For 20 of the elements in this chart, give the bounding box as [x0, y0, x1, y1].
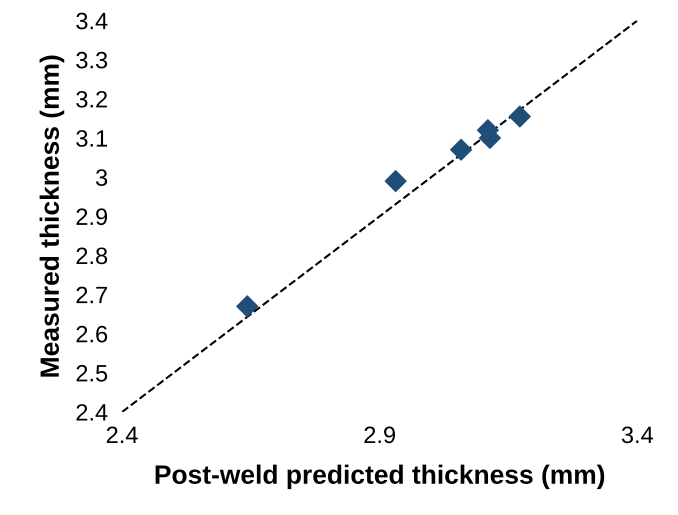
x-tick-label: 2.4 [106, 426, 138, 443]
x-tick-label: 3.4 [622, 426, 654, 444]
y-tick-label: 2.5 [76, 364, 108, 382]
point [450, 138, 472, 161]
y-tick-label: 2.6 [76, 326, 108, 343]
x-axis-title: Post-weld predicted thickness (mm) [156, 464, 604, 490]
y-axis-title: Measured thickness (mm) [40, 56, 64, 377]
y-tick-label: 3.3 [76, 52, 108, 69]
y-tick-label: 2.4 [76, 404, 108, 421]
y-tick-label: 2.8 [76, 248, 108, 264]
point [384, 170, 407, 192]
y-tick-label: 2.9 [76, 208, 108, 226]
y-tick-label: 2.7 [76, 286, 107, 304]
y-tick-label: 3.4 [76, 12, 108, 30]
point [508, 106, 531, 128]
y-tick-label: 3 [96, 169, 108, 186]
x-tick-label: 2.9 [364, 426, 395, 444]
point [236, 295, 258, 318]
y-tick-label: 3.2 [76, 90, 107, 108]
y-tick-label: 3.1 [76, 130, 107, 147]
